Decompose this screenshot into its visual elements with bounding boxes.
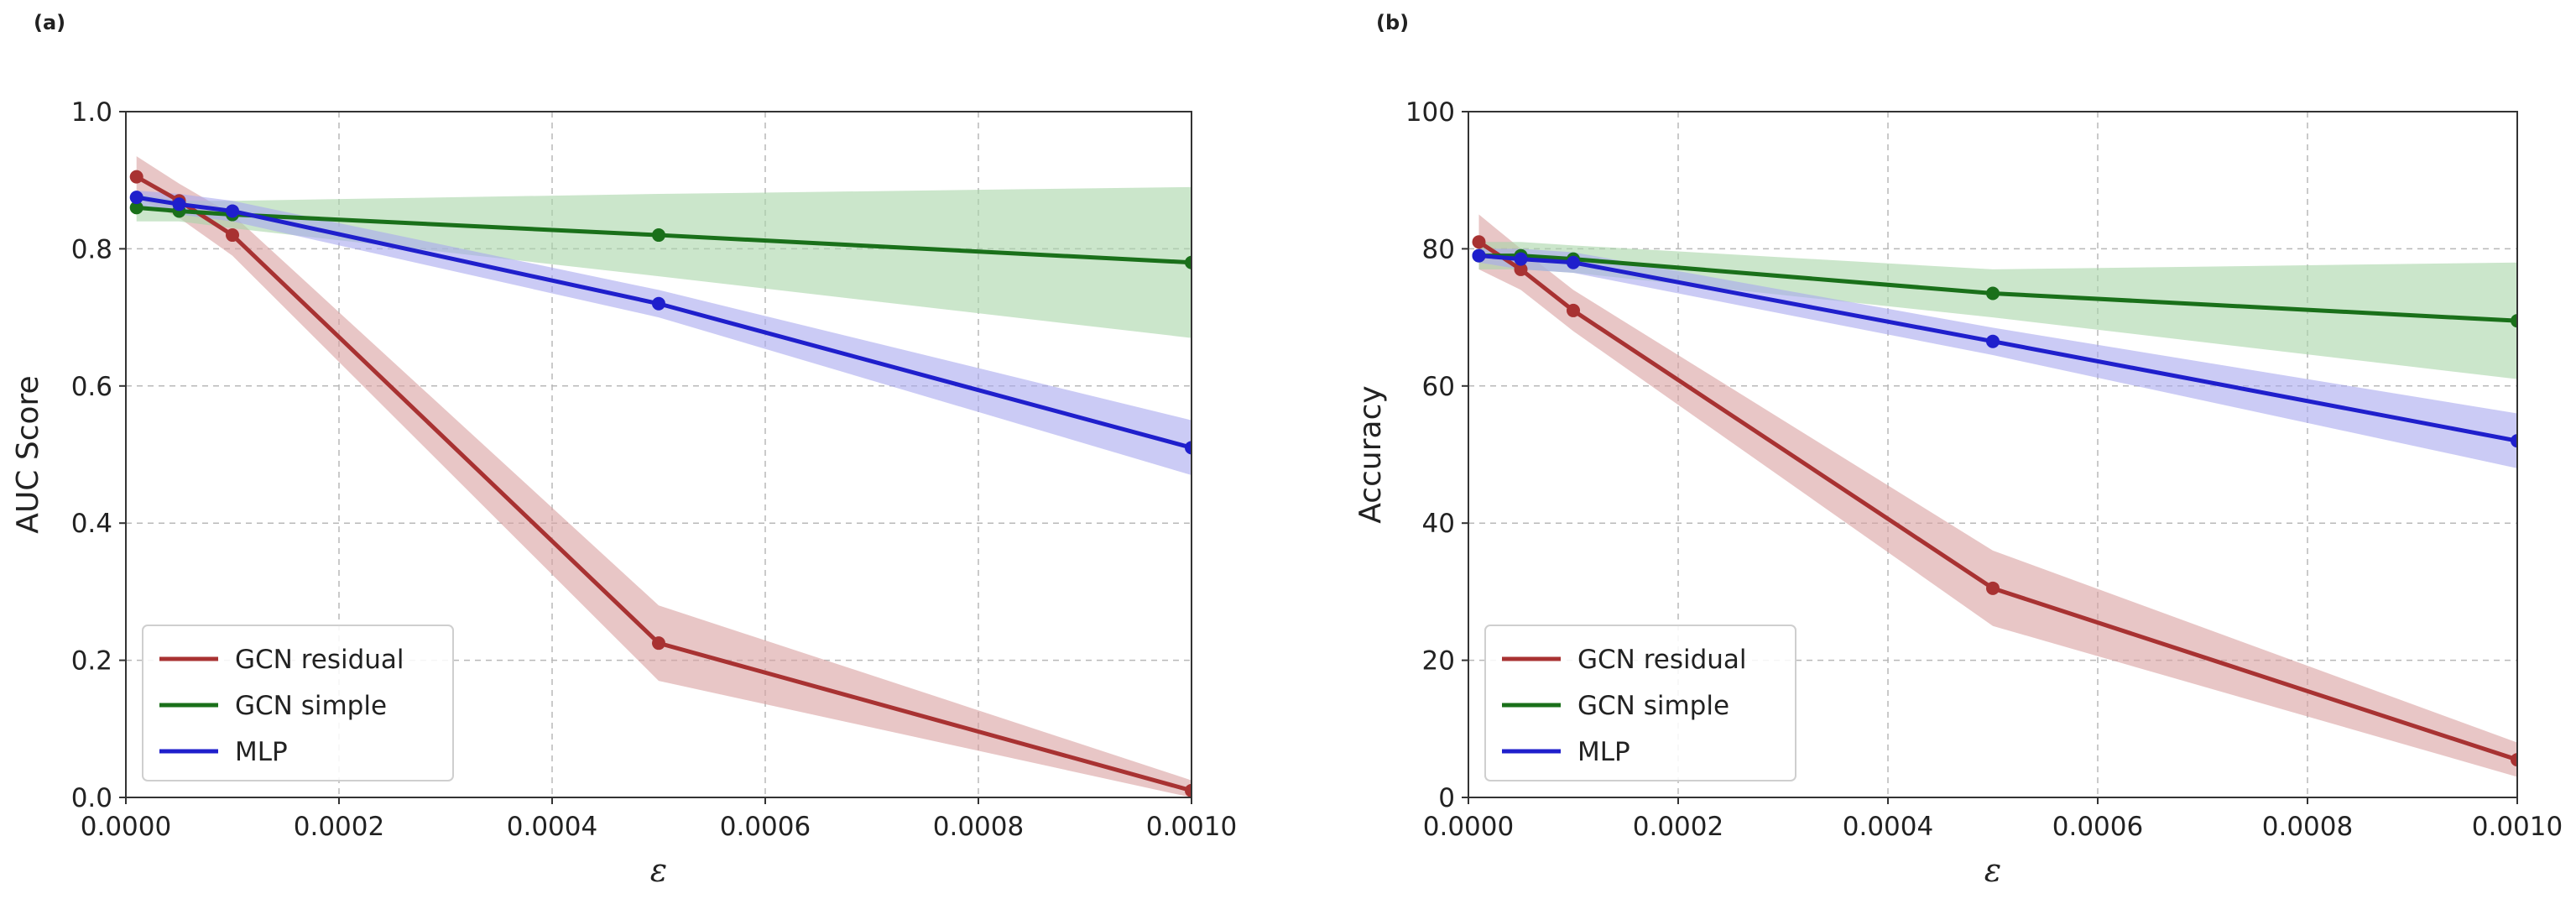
data-point <box>1514 262 1528 276</box>
data-point <box>1185 441 1192 455</box>
data-point <box>652 636 665 651</box>
panel-label: (b) <box>1376 11 1409 34</box>
confidence-band <box>136 186 1192 338</box>
data-point <box>1185 255 1192 269</box>
legend-label: MLP <box>1577 737 1630 767</box>
y-axis-title: AUC Score <box>11 375 45 533</box>
y-tick-label: 0.0 <box>71 783 112 813</box>
data-point <box>1986 286 2000 301</box>
x-axis-title: ε <box>650 852 667 889</box>
y-tick-label: 0.2 <box>71 646 112 677</box>
x-tick-label: 0.0004 <box>1843 812 1933 842</box>
plot-area <box>129 156 1192 797</box>
confidence-band <box>1478 248 2517 468</box>
confidence-band <box>1478 214 2517 777</box>
legend-label: GCN residual <box>1577 645 1747 675</box>
data-point <box>1185 783 1192 797</box>
data-point <box>129 170 143 184</box>
data-point <box>2511 753 2517 767</box>
axes-frame <box>125 111 1192 798</box>
legend: GCN residual GCN simple MLP <box>1484 625 1796 781</box>
x-tick-label: 0.0000 <box>1423 812 1514 842</box>
data-point <box>1567 255 1580 269</box>
data-point <box>1986 581 2000 595</box>
data-point <box>1472 235 1486 249</box>
confidence-band <box>136 156 1192 797</box>
y-tick-label: 1.0 <box>71 97 112 128</box>
legend-box <box>142 625 454 781</box>
data-point <box>2511 314 2517 328</box>
y-tick-label: 0.4 <box>71 509 112 539</box>
x-tick-label: 0.0010 <box>1146 812 1237 842</box>
data-point <box>1986 334 2000 348</box>
x-tick-label: 0.0008 <box>2262 812 2353 842</box>
x-tick-label: 0.0006 <box>2052 812 2143 842</box>
panel-b: (b) 0.0000 0.0002 0.0004 0.0006 0.0008 0.0010 0… <box>1353 11 2563 889</box>
legend: GCN residual GCN simple MLP <box>142 625 454 781</box>
axes-frame <box>1468 111 2518 798</box>
y-axis-title: Accuracy <box>1353 385 1388 523</box>
plot-area <box>1472 214 2517 777</box>
confidence-band <box>136 190 1192 476</box>
legend-box <box>1484 625 1796 781</box>
x-tick-label: 0.0002 <box>1633 812 1723 842</box>
y-tick-label: 0.6 <box>71 372 112 402</box>
data-point <box>652 296 665 311</box>
confidence-band <box>1478 242 2517 379</box>
y-tick-label: 0 <box>1438 783 1455 813</box>
data-point <box>172 197 186 212</box>
legend-label: GCN simple <box>235 691 387 721</box>
legend-label: GCN residual <box>235 645 404 675</box>
data-point <box>226 204 239 218</box>
x-axis-title: ε <box>1984 852 2001 889</box>
data-point <box>129 191 143 205</box>
legend-label: GCN simple <box>1577 691 1729 721</box>
data-point <box>1567 303 1580 317</box>
x-tick-label: 0.0004 <box>507 812 597 842</box>
x-tick-label: 0.0008 <box>933 812 1024 842</box>
y-tick-label: 20 <box>1422 646 1455 677</box>
x-tick-label: 0.0002 <box>294 812 384 842</box>
y-tick-label: 100 <box>1405 97 1455 128</box>
data-point <box>129 201 143 215</box>
y-tick-label: 80 <box>1422 234 1455 264</box>
data-point <box>2511 434 2517 448</box>
y-tick-label: 40 <box>1422 509 1455 539</box>
y-tick-label: 0.8 <box>71 234 112 264</box>
y-tick-label: 60 <box>1422 372 1455 402</box>
x-tick-label: 0.0006 <box>720 812 811 842</box>
data-point <box>1472 248 1486 263</box>
panel-label: (a) <box>34 11 65 34</box>
x-tick-label: 0.0000 <box>81 812 171 842</box>
panel-a: (a) 0.0000 0.0002 0.0004 0.0006 0.0008 0.0010 0… <box>11 11 1237 889</box>
data-point <box>226 228 239 243</box>
data-point <box>652 228 665 243</box>
x-tick-label: 0.0010 <box>2472 812 2563 842</box>
legend-label: MLP <box>235 737 288 767</box>
data-point <box>1514 252 1528 266</box>
